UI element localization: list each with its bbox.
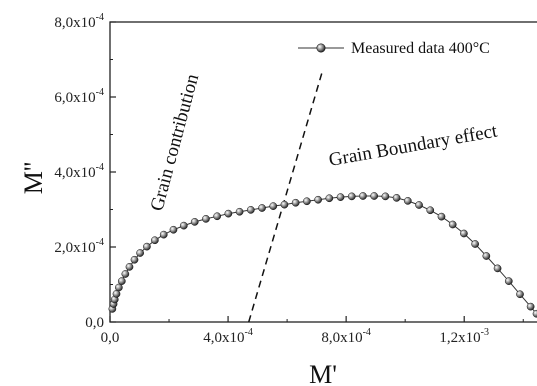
data-point	[448, 220, 457, 229]
data-point	[130, 255, 139, 264]
x-tick-label: 1,2x10-3	[439, 327, 489, 346]
y-tick-label: 0,0	[85, 315, 104, 331]
data-point	[347, 192, 356, 201]
data-point	[117, 277, 126, 285]
y-tick-labels: 0,0 2,0x10-4 4,0x10-4 6,0x10-4 8,0x10-4	[54, 12, 104, 331]
boundary-dashed-line	[248, 70, 324, 323]
data-point	[151, 236, 159, 245]
data-point	[370, 192, 379, 200]
data-point	[121, 270, 130, 278]
data-point	[280, 200, 289, 209]
data-point	[460, 229, 468, 238]
data-point	[403, 197, 412, 205]
data-point	[115, 283, 123, 292]
data-point	[136, 249, 144, 257]
data-point	[235, 207, 244, 216]
data-point	[415, 201, 423, 209]
series-connecting-line	[111, 195, 537, 315]
data-point	[325, 194, 334, 203]
data-point	[246, 206, 255, 214]
data-point	[516, 290, 524, 299]
annotation-grain-boundary: Grain Boundary effect	[327, 120, 499, 170]
data-point	[426, 206, 435, 215]
data-point	[269, 202, 278, 210]
data-point	[202, 215, 210, 223]
data-point	[359, 192, 367, 200]
data-point	[159, 230, 168, 239]
x-tick-labels: 0,0 4,0x10-4 8,0x10-4 1,2x10-3	[101, 327, 489, 346]
data-point	[224, 209, 233, 218]
data-point	[532, 309, 537, 318]
legend: Measured data 400°C	[298, 40, 490, 57]
x-tick-label: 8,0x10-4	[321, 327, 371, 346]
data-point	[526, 302, 535, 311]
data-point	[314, 195, 322, 204]
y-axis-title: M''	[19, 162, 48, 195]
data-point	[471, 240, 479, 248]
data-point	[258, 204, 266, 212]
data-point	[437, 212, 446, 221]
y-tick-label: 4,0x10-4	[54, 162, 104, 181]
data-point	[336, 193, 345, 201]
data-point	[291, 198, 300, 207]
data-point	[125, 263, 134, 271]
annotation-grain-contribution: Grain contribution	[147, 71, 204, 213]
data-point	[179, 221, 188, 230]
data-point	[169, 225, 178, 234]
plot-frame	[109, 21, 537, 323]
data-point	[493, 264, 502, 273]
data-point	[392, 194, 401, 202]
x-tick-label: 4,0x10-4	[203, 327, 253, 346]
data-point	[190, 218, 199, 226]
data-point	[112, 290, 121, 298]
x-tick-label: 0,0	[101, 330, 120, 346]
data-point	[143, 242, 151, 251]
y-tick-label: 6,0x10-4	[54, 87, 104, 106]
y-tick-label: 2,0x10-4	[54, 237, 104, 256]
legend-marker	[316, 43, 326, 53]
data-point	[303, 197, 311, 206]
y-tick-label: 8,0x10-4	[54, 12, 104, 31]
legend-label: Measured data 400°C	[351, 40, 490, 57]
data-point	[213, 212, 221, 221]
data-point	[504, 277, 513, 285]
x-axis-title: M'	[309, 360, 337, 386]
data-point	[482, 252, 491, 260]
data-point	[381, 192, 390, 201]
series-points	[108, 192, 537, 318]
